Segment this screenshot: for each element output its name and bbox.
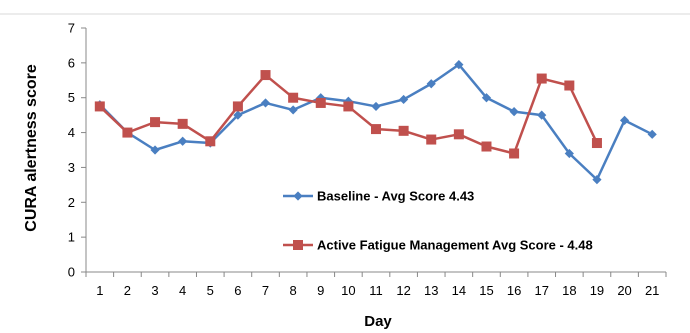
series-line bbox=[98, 73, 599, 155]
y-tick-label: 0 bbox=[68, 265, 75, 280]
x-tick-label: 10 bbox=[341, 283, 355, 298]
data-point-diamond bbox=[509, 107, 519, 117]
x-tick-label: 13 bbox=[424, 283, 438, 298]
data-point-diamond bbox=[288, 105, 298, 115]
data-point-square bbox=[343, 101, 354, 112]
data-point-square bbox=[122, 127, 133, 138]
x-tick-label: 4 bbox=[179, 283, 186, 298]
data-point-square bbox=[288, 92, 299, 103]
y-tick-label: 7 bbox=[68, 21, 75, 36]
x-tick-label: 1 bbox=[96, 283, 103, 298]
data-point-square bbox=[371, 124, 381, 135]
data-point-square bbox=[398, 125, 409, 136]
data-point-square bbox=[205, 136, 216, 147]
data-point-diamond bbox=[260, 98, 271, 108]
data-point-square bbox=[232, 101, 243, 112]
legend-label: Active Fatigue Management Avg Score - 4.… bbox=[317, 238, 593, 253]
data-point-diamond bbox=[178, 136, 188, 146]
x-tick-label: 6 bbox=[234, 283, 241, 298]
legend: Baseline - Avg Score 4.43 Active Fatigue … bbox=[283, 189, 593, 253]
x-tick-label: 7 bbox=[262, 283, 269, 298]
x-tick-label: 17 bbox=[534, 283, 548, 298]
x-tick-label: 16 bbox=[507, 283, 521, 298]
x-tick-label: 2 bbox=[124, 283, 131, 298]
y-axis-title: CURA alertness score bbox=[23, 64, 40, 232]
data-point-square bbox=[177, 118, 188, 129]
data-point-square bbox=[481, 141, 492, 152]
legend-diamond-marker bbox=[293, 191, 303, 201]
data-point-diamond bbox=[592, 175, 602, 185]
data-point-diamond bbox=[537, 110, 547, 120]
x-tick-label: 14 bbox=[452, 283, 466, 298]
data-point-square bbox=[260, 70, 271, 81]
data-point-square bbox=[150, 117, 161, 128]
y-tick-label: 1 bbox=[68, 230, 75, 245]
data-point-diamond bbox=[150, 145, 160, 155]
data-point-square bbox=[94, 101, 105, 112]
data-point-square bbox=[536, 73, 547, 84]
data-point-square bbox=[564, 80, 575, 91]
x-tick-label: 19 bbox=[590, 283, 604, 298]
x-tick-label: 3 bbox=[151, 283, 158, 298]
data-point-diamond bbox=[399, 94, 409, 105]
data-point-diamond bbox=[371, 101, 381, 112]
data-point-diamond bbox=[426, 79, 436, 89]
series-active-fatigue-management bbox=[94, 70, 602, 159]
x-axis-title: Day bbox=[364, 313, 392, 330]
y-tick-label: 4 bbox=[68, 125, 75, 140]
y-tick-label: 2 bbox=[68, 195, 75, 210]
data-point-diamond bbox=[564, 148, 574, 159]
data-point-diamond bbox=[481, 93, 492, 103]
data-point-square bbox=[453, 129, 464, 140]
data-point-diamond bbox=[343, 96, 353, 106]
x-tick-label: 21 bbox=[645, 283, 659, 298]
x-tick-label: 12 bbox=[396, 283, 410, 298]
x-tick-label: 11 bbox=[369, 283, 383, 298]
data-point-diamond bbox=[647, 129, 657, 139]
y-tick-label: 3 bbox=[68, 160, 75, 175]
legend-entry: Baseline - Avg Score 4.43 bbox=[283, 189, 474, 204]
x-tick-label: 8 bbox=[290, 283, 297, 298]
data-point-diamond bbox=[233, 110, 243, 120]
x-tick-label: 5 bbox=[207, 283, 214, 298]
data-point-diamond bbox=[619, 115, 630, 125]
y-tick-label: 6 bbox=[68, 55, 75, 70]
x-tick-label: 18 bbox=[562, 283, 576, 298]
data-point-square bbox=[315, 97, 326, 108]
data-point-square bbox=[591, 138, 602, 149]
x-tick-label: 20 bbox=[617, 283, 631, 298]
x-tick-label: 9 bbox=[317, 283, 324, 298]
x-tick-label: 15 bbox=[479, 283, 493, 298]
data-point-diamond bbox=[454, 60, 464, 70]
data-point-square bbox=[509, 148, 520, 159]
y-tick-label: 5 bbox=[68, 90, 75, 105]
data-point-square bbox=[426, 134, 437, 145]
series-layer bbox=[94, 60, 657, 185]
legend-entry: Active Fatigue Management Avg Score - 4.… bbox=[283, 238, 593, 253]
legend-square-marker bbox=[293, 240, 303, 250]
legend-label: Baseline - Avg Score 4.43 bbox=[317, 189, 474, 204]
